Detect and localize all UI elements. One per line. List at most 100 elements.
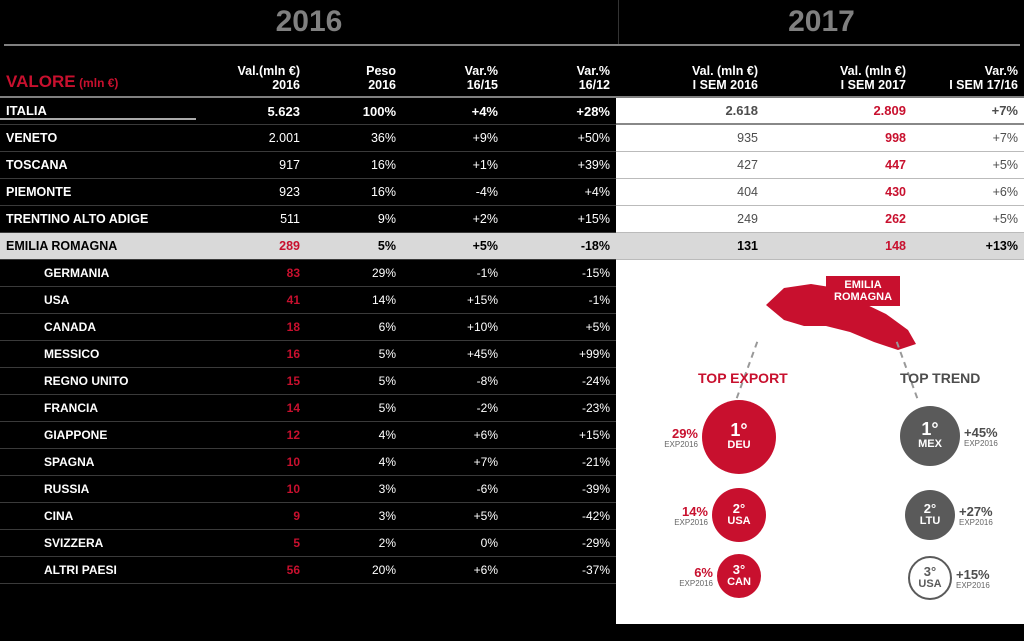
table-row-right: 249 262 +5% — [616, 206, 1024, 233]
row-var2: +15% — [504, 212, 616, 226]
country-var1: +15% — [402, 293, 504, 307]
row-sem16: 427 — [616, 158, 764, 172]
country-var2: -23% — [504, 401, 616, 415]
infographic: EMILIA ROMAGNA TOP EXPORT TOP TREND 1° D… — [616, 260, 1024, 624]
grid: VALORE (mln €) Val.(mln €)2016 Peso2016 … — [0, 46, 1024, 624]
circle-rank: 2° — [733, 502, 745, 515]
export-circle: 2° USA — [712, 488, 766, 542]
row-sem16: 249 — [616, 212, 764, 226]
table-row: EMILIA ROMAGNA 289 5% +5% -18% — [0, 233, 616, 260]
circle-code: LTU — [920, 515, 941, 528]
circle-code: USA — [918, 578, 941, 591]
country-row: GIAPPONE 12 4% +6% +15% — [0, 422, 616, 449]
row-var1: +2% — [402, 212, 504, 226]
country-val: 83 — [196, 266, 306, 280]
trend-circle: 1° MEX — [900, 406, 960, 466]
row-sem17: 430 — [764, 185, 912, 199]
page: 2016 2017 VALORE (mln €) Val.(mln €)2016… — [0, 0, 1024, 641]
country-var2: +5% — [504, 320, 616, 334]
country-var2: -24% — [504, 374, 616, 388]
country-val: 56 — [196, 563, 306, 577]
circle-rank: 3° — [733, 563, 745, 576]
country-var1: -1% — [402, 266, 504, 280]
circle-code: CAN — [727, 576, 751, 589]
row-sem17: 148 — [764, 239, 912, 253]
export-pct: 14%EXP2016 — [668, 505, 708, 528]
circle-rank: 3° — [924, 565, 936, 578]
top-trend-title: TOP TREND — [900, 370, 980, 386]
country-var2: -39% — [504, 482, 616, 496]
country-row: RUSSIA 10 3% -6% -39% — [0, 476, 616, 503]
row-peso: 9% — [306, 212, 402, 226]
country-name: RUSSIA — [0, 482, 196, 496]
country-name: ALTRI PAESI — [0, 563, 196, 577]
trend-pct: +15%EXP2016 — [956, 568, 990, 591]
country-row: SVIZZERA 5 2% 0% -29% — [0, 530, 616, 557]
country-val: 10 — [196, 482, 306, 496]
country-var2: -29% — [504, 536, 616, 550]
country-val: 41 — [196, 293, 306, 307]
row-sem16: 2.618 — [616, 103, 764, 118]
country-peso: 3% — [306, 509, 402, 523]
country-val: 16 — [196, 347, 306, 361]
circle-code: MEX — [918, 438, 942, 451]
left-header-row: VALORE (mln €) Val.(mln €)2016 Peso2016 … — [0, 46, 616, 98]
country-val: 5 — [196, 536, 306, 550]
country-name: GIAPPONE — [0, 428, 196, 442]
row-peso: 36% — [306, 131, 402, 145]
hdr-var1: Var.%16/15 — [402, 64, 504, 92]
table-row-right: 131 148 +13% — [616, 233, 1024, 260]
country-var2: +99% — [504, 347, 616, 361]
table-row: ITALIA 5.623 100% +4% +28% — [0, 98, 616, 125]
row-var1: -4% — [402, 185, 504, 199]
export-circle: 3° CAN — [717, 554, 761, 598]
row-name: VENETO — [0, 131, 196, 145]
year-2016: 2016 — [0, 0, 618, 44]
country-val: 9 — [196, 509, 306, 523]
country-row: CANADA 18 6% +10% +5% — [0, 314, 616, 341]
rhdr-var: Var.%I SEM 17/16 — [912, 64, 1024, 92]
country-var1: -8% — [402, 374, 504, 388]
country-var1: +7% — [402, 455, 504, 469]
country-var2: -42% — [504, 509, 616, 523]
row-sem16: 404 — [616, 185, 764, 199]
export-circle: 1° DEU — [702, 400, 776, 474]
country-row: SPAGNA 10 4% +7% -21% — [0, 449, 616, 476]
country-row: MESSICO 16 5% +45% +99% — [0, 341, 616, 368]
country-row: CINA 9 3% +5% -42% — [0, 503, 616, 530]
top-export-title: TOP EXPORT — [698, 370, 788, 386]
trend-pct: +45%EXP2016 — [964, 426, 998, 449]
country-var1: -2% — [402, 401, 504, 415]
country-name: GERMANIA — [0, 266, 196, 280]
hdr-val: Val.(mln €)2016 — [196, 64, 306, 92]
country-row: USA 41 14% +15% -1% — [0, 287, 616, 314]
circle-code: USA — [727, 515, 750, 528]
trend-circle: 3° USA — [908, 556, 952, 600]
row-var: +7% — [912, 131, 1024, 145]
country-var1: -6% — [402, 482, 504, 496]
table-row-right: 2.618 2.809 +7% — [616, 98, 1024, 125]
country-row: FRANCIA 14 5% -2% -23% — [0, 395, 616, 422]
circle-rank: 1° — [730, 421, 747, 439]
country-var1: +6% — [402, 563, 504, 577]
country-peso: 29% — [306, 266, 402, 280]
row-sem17: 447 — [764, 158, 912, 172]
row-var1: +9% — [402, 131, 504, 145]
right-header-row: Val. (mln €)I SEM 2016 Val. (mln €)I SEM… — [616, 46, 1024, 98]
country-var1: 0% — [402, 536, 504, 550]
row-sem17: 2.809 — [764, 103, 912, 118]
row-sem17: 998 — [764, 131, 912, 145]
rhdr-sem17: Val. (mln €)I SEM 2017 — [764, 64, 912, 92]
country-var1: +10% — [402, 320, 504, 334]
row-var: +6% — [912, 185, 1024, 199]
row-var: +5% — [912, 212, 1024, 226]
table-row: TRENTINO ALTO ADIGE 511 9% +2% +15% — [0, 206, 616, 233]
row-var: +7% — [912, 103, 1024, 118]
export-pct: 29%EXP2016 — [658, 427, 698, 450]
rhdr-sem16: Val. (mln €)I SEM 2016 — [616, 64, 764, 92]
country-name: REGNO UNITO — [0, 374, 196, 388]
row-peso: 16% — [306, 158, 402, 172]
region-label: EMILIA ROMAGNA — [826, 276, 900, 306]
row-val: 917 — [196, 158, 306, 172]
circle-rank: 2° — [924, 502, 936, 515]
